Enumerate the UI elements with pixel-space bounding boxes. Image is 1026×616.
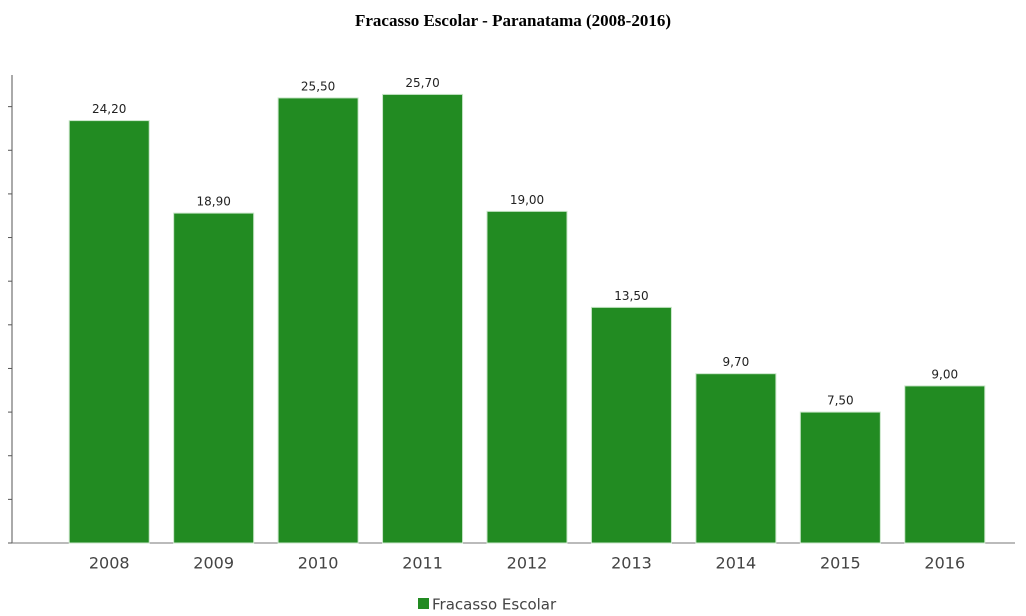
x-tick-label: 2009 — [193, 554, 234, 573]
bar — [590, 306, 672, 544]
legend-swatch — [418, 598, 429, 609]
legend-label: Fracasso Escolar — [432, 596, 557, 614]
value-label: 9,00 — [931, 367, 958, 381]
bar — [68, 120, 150, 544]
x-tick-label: 2008 — [89, 554, 130, 573]
x-tick-label: 2013 — [611, 554, 652, 573]
x-tick-label: 2012 — [507, 554, 548, 573]
bar — [799, 411, 881, 544]
value-label: 25,50 — [301, 79, 335, 93]
value-label: 7,50 — [827, 394, 854, 408]
x-tick-label: 2015 — [820, 554, 861, 573]
bar — [904, 385, 986, 544]
bar — [486, 210, 568, 544]
value-label: 9,70 — [723, 355, 750, 369]
value-label: 18,90 — [196, 195, 230, 209]
bar — [173, 212, 255, 544]
x-tick-label: 2010 — [298, 554, 339, 573]
value-label: 25,70 — [405, 76, 439, 90]
value-label: 13,50 — [614, 289, 648, 303]
bar — [277, 97, 359, 544]
x-tick-label: 2014 — [716, 554, 757, 573]
bar — [695, 373, 777, 544]
x-tick-label: 2016 — [924, 554, 965, 573]
bar — [382, 93, 464, 544]
chart-title: Fracasso Escolar - Paranatama (2008-2016… — [355, 11, 671, 30]
x-tick-label: 2011 — [402, 554, 443, 573]
value-label: 24,20 — [92, 102, 126, 116]
value-label: 19,00 — [510, 193, 544, 207]
